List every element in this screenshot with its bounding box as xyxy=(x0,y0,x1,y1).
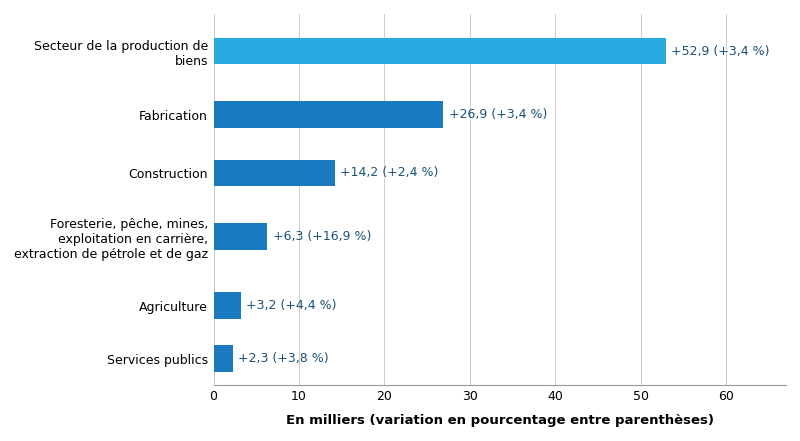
X-axis label: En milliers (variation en pourcentage entre parenthèses): En milliers (variation en pourcentage en… xyxy=(286,414,714,427)
Bar xyxy=(214,224,267,250)
Text: +14,2 (+2,4 %): +14,2 (+2,4 %) xyxy=(340,167,438,179)
Bar xyxy=(214,345,234,372)
Bar xyxy=(214,38,666,64)
Bar xyxy=(214,160,335,186)
Text: +26,9 (+3,4 %): +26,9 (+3,4 %) xyxy=(449,108,547,121)
Text: +6,3 (+16,9 %): +6,3 (+16,9 %) xyxy=(273,230,371,243)
Bar xyxy=(214,101,443,128)
Text: +3,2 (+4,4 %): +3,2 (+4,4 %) xyxy=(246,299,337,312)
Text: +52,9 (+3,4 %): +52,9 (+3,4 %) xyxy=(670,45,770,57)
Bar xyxy=(214,292,241,319)
Text: +2,3 (+3,8 %): +2,3 (+3,8 %) xyxy=(238,352,329,365)
